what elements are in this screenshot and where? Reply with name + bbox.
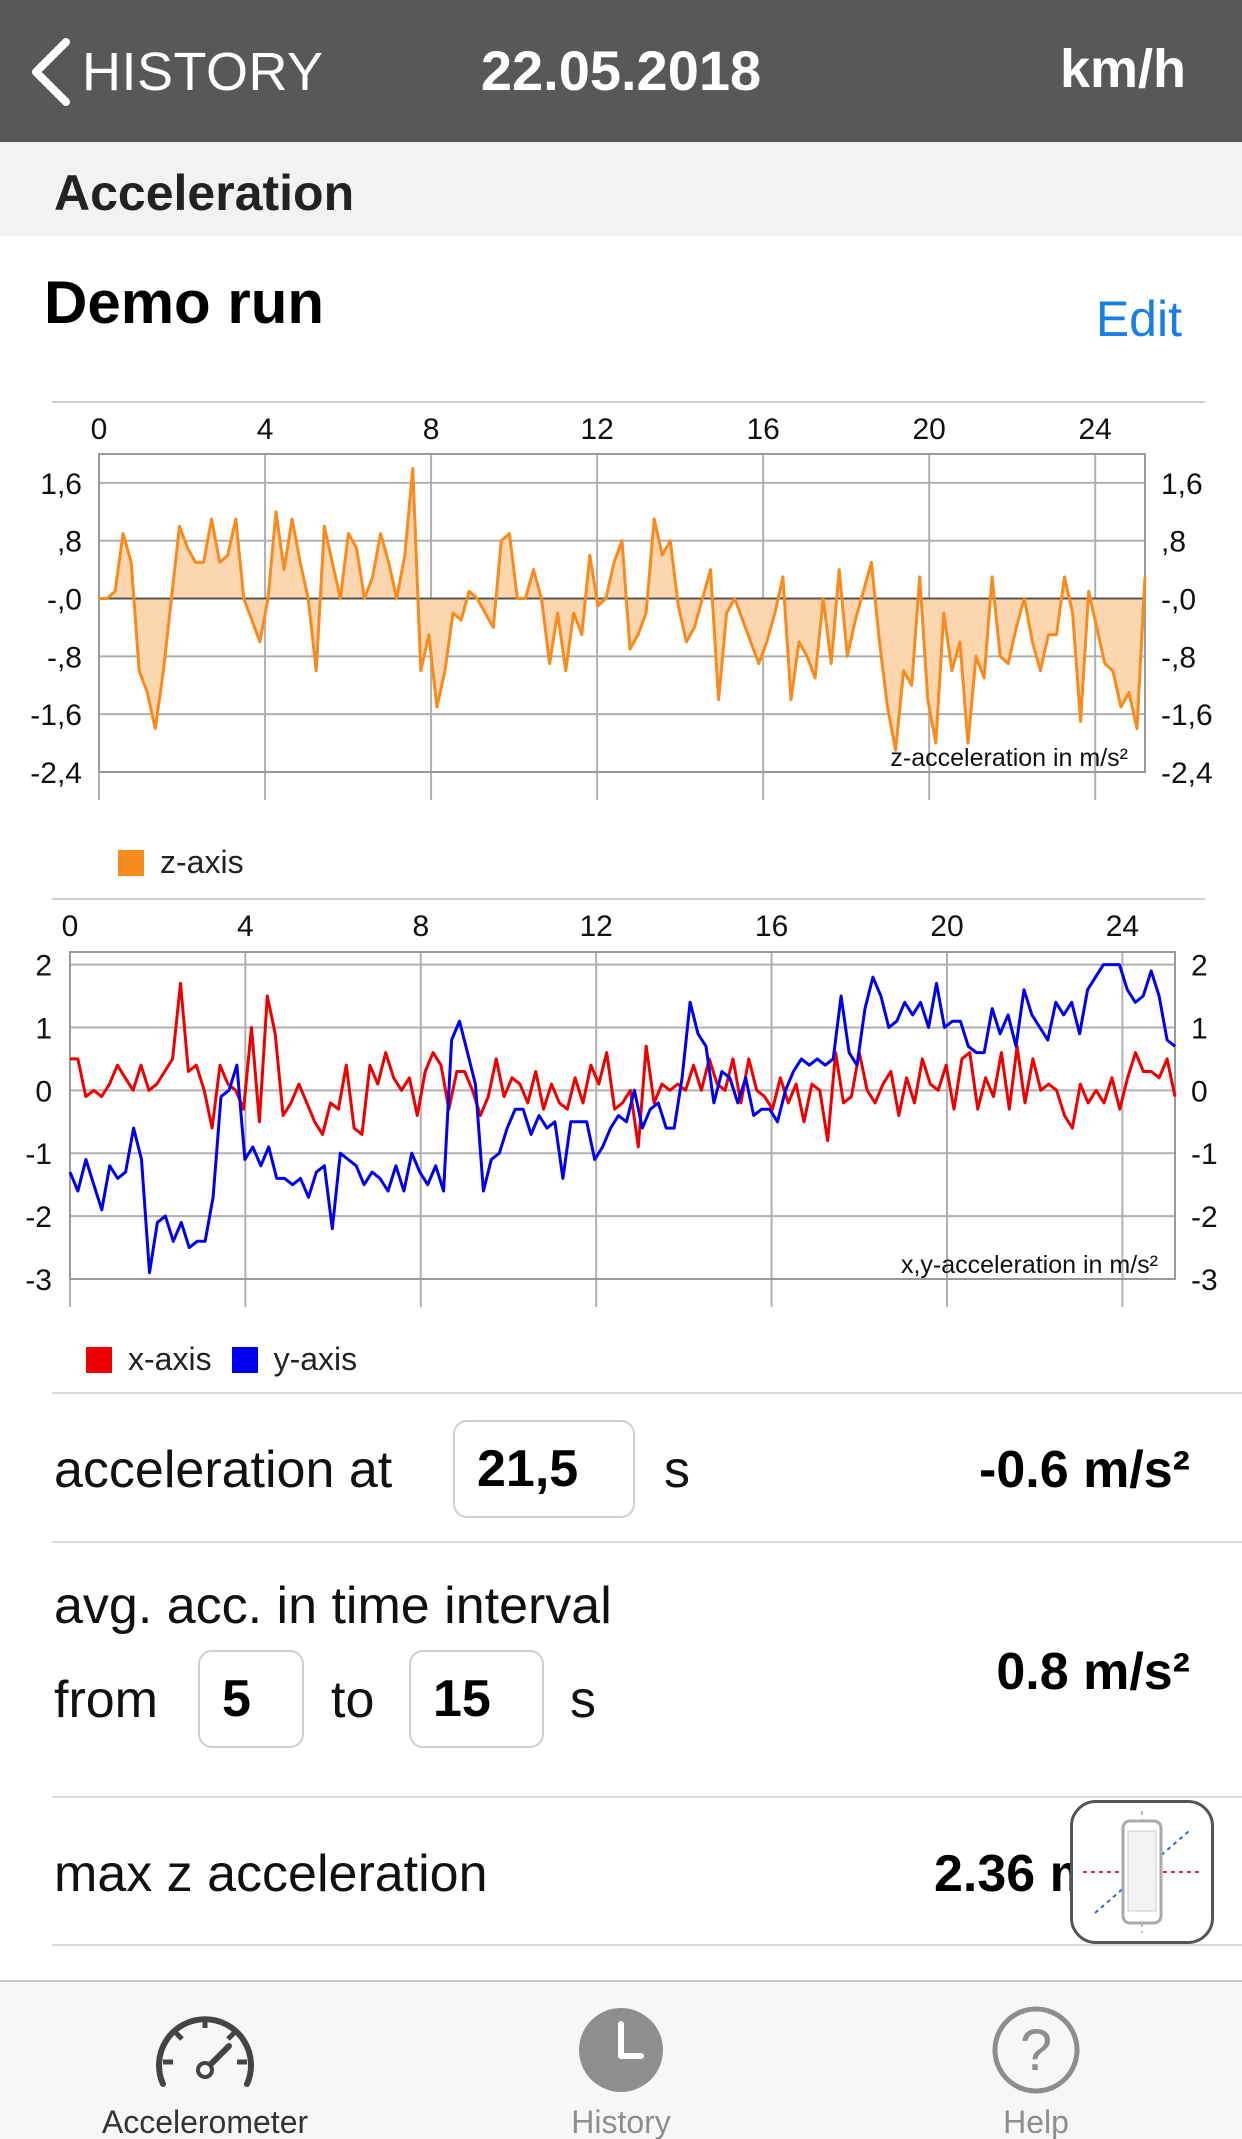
legend-swatch-y: [231, 1346, 258, 1373]
y-tick-label-right: -2: [1191, 1201, 1218, 1234]
from-label: from: [54, 1671, 158, 1729]
to-label: to: [331, 1671, 375, 1729]
acc-at-value: -0.6 m/s²: [979, 1441, 1190, 1499]
legend-item-z: z-axis: [118, 844, 244, 881]
z-chart-legend: z-axis: [118, 844, 264, 881]
series-line-y-axis: [68, 963, 1176, 1275]
divider: [52, 1944, 1242, 1946]
tab-help[interactable]: ? Help: [886, 1982, 1186, 2139]
x-tick-label: 12: [580, 413, 613, 446]
x-tick-label: 20: [930, 910, 963, 943]
y-tick-label-right: -1,6: [1161, 699, 1213, 732]
y-tick-label-left: -,8: [47, 641, 82, 674]
phone-axes-icon: [1083, 1811, 1201, 1933]
y-tick-label-right: -2,4: [1161, 757, 1213, 790]
y-tick-label-left: -2: [25, 1201, 52, 1234]
y-tick-label-right: -1: [1191, 1138, 1218, 1171]
y-tick-label-left: -2,4: [30, 757, 82, 790]
divider: [52, 1796, 1242, 1798]
clock-icon: [579, 2008, 663, 2092]
divider: [52, 1541, 1242, 1543]
legend-label-y: y-axis: [273, 1341, 358, 1377]
y-tick-label-left: 2: [35, 950, 52, 983]
legend-item-y: y-axis: [231, 1341, 358, 1378]
chevron-left-icon: [32, 38, 70, 106]
x-tick-label: 12: [580, 910, 613, 943]
z-acceleration-chart: 0 4 8 12 16 20 24 1,6 1,6 ,8 ,8 -,0 -,0 -,8 -,8 -1,6 -1,…: [30, 401, 1213, 800]
speedometer-icon: [156, 2016, 254, 2087]
x-tick-label: 0: [91, 413, 108, 446]
y-tick-label-right: -,0: [1161, 584, 1196, 617]
x-tick-label: 20: [912, 413, 945, 446]
interval-unit: s: [570, 1671, 596, 1729]
navigation-bar: HISTORY 22.05.2018 km/h: [0, 0, 1242, 142]
y-tick-label-left: 1: [35, 1012, 52, 1045]
x-tick-label: 8: [423, 413, 440, 446]
y-tick-label-left: 1,6: [40, 468, 82, 501]
xy-acceleration-chart: 0 4 8 12 16 20 24 2 2 1 1 0 0 -1 -1 -2 -2 -3 -3 x,y-acceler…: [25, 898, 1218, 1307]
acc-at-time-input[interactable]: [453, 1420, 635, 1518]
tab-accelerometer-label: Accelerometer: [101, 2104, 309, 2139]
plot-frame: [98, 453, 1146, 773]
x-tick-label: 8: [412, 910, 429, 943]
tab-history-label: History: [571, 2104, 671, 2139]
tab-help-label: Help: [1003, 2104, 1069, 2139]
legend-swatch-z: [118, 849, 144, 876]
interval-to-input[interactable]: [409, 1650, 544, 1748]
series-line-z-axis: [99, 467, 1147, 752]
x-tick-label: 24: [1079, 413, 1112, 446]
question-icon: ?: [992, 2006, 1080, 2094]
tab-accelerometer[interactable]: Accelerometer: [55, 1982, 355, 2139]
divider: [52, 1392, 1242, 1394]
x-tick-label: 16: [755, 910, 788, 943]
run-title: Demo run: [44, 269, 325, 336]
xy-chart-legend: x-axis y-axis: [86, 1341, 377, 1378]
y-tick-label-right: -,8: [1161, 641, 1196, 674]
y-tick-label-right: 1,6: [1161, 468, 1203, 501]
x-tick-label: 4: [257, 413, 274, 446]
legend-label-z: z-axis: [160, 844, 244, 880]
y-tick-label-left: -1,6: [30, 699, 82, 732]
y-tick-label-left: -3: [25, 1264, 52, 1297]
y-tick-label-right: 1: [1191, 1012, 1208, 1045]
back-label: HISTORY: [82, 42, 324, 102]
y-tick-label-left: 0: [35, 1075, 52, 1108]
interval-from-input[interactable]: [198, 1650, 304, 1748]
section-header: Acceleration: [0, 142, 1242, 236]
x-tick-label: 0: [62, 910, 79, 943]
series-area-z-axis: [99, 468, 1145, 751]
tab-history[interactable]: History: [471, 1982, 771, 2139]
legend-item-x: x-axis: [86, 1341, 212, 1378]
chart-annotation: z-acceleration in m/s²: [890, 744, 1128, 772]
edit-button[interactable]: Edit: [1095, 291, 1182, 347]
max-z-label: max z acceleration: [54, 1845, 488, 1903]
y-tick-label-right: -3: [1191, 1264, 1218, 1297]
avg-value: 0.8 m/s²: [996, 1643, 1190, 1701]
y-tick-label-left: ,8: [57, 526, 82, 559]
y-tick-label-left: -,0: [47, 584, 82, 617]
y-tick-label-right: 2: [1191, 950, 1208, 983]
section-title: Acceleration: [54, 165, 355, 221]
device-orientation-button[interactable]: [1070, 1800, 1214, 1944]
x-tick-label: 4: [237, 910, 254, 943]
chart-annotation: x,y-acceleration in m/s²: [901, 1251, 1158, 1279]
x-tick-label: 24: [1106, 910, 1139, 943]
unit-toggle[interactable]: km/h: [1059, 39, 1186, 99]
acc-at-label: acceleration at: [54, 1441, 393, 1499]
series-line-x-axis: [70, 981, 1177, 1149]
y-tick-label-left: -1: [25, 1138, 52, 1171]
x-tick-label: 16: [746, 413, 779, 446]
tab-bar: Accelerometer History ? Help: [0, 1980, 1242, 2139]
avg-interval-label: avg. acc. in time interval: [54, 1577, 612, 1635]
back-button[interactable]: HISTORY: [28, 32, 324, 112]
plot-frame: [69, 951, 1176, 1280]
svg-text:?: ?: [1020, 2018, 1052, 2083]
legend-label-x: x-axis: [128, 1341, 212, 1377]
y-tick-label-right: ,8: [1161, 526, 1186, 559]
acc-at-unit: s: [664, 1441, 690, 1499]
legend-swatch-x: [86, 1346, 112, 1373]
y-tick-label-right: 0: [1191, 1075, 1208, 1108]
